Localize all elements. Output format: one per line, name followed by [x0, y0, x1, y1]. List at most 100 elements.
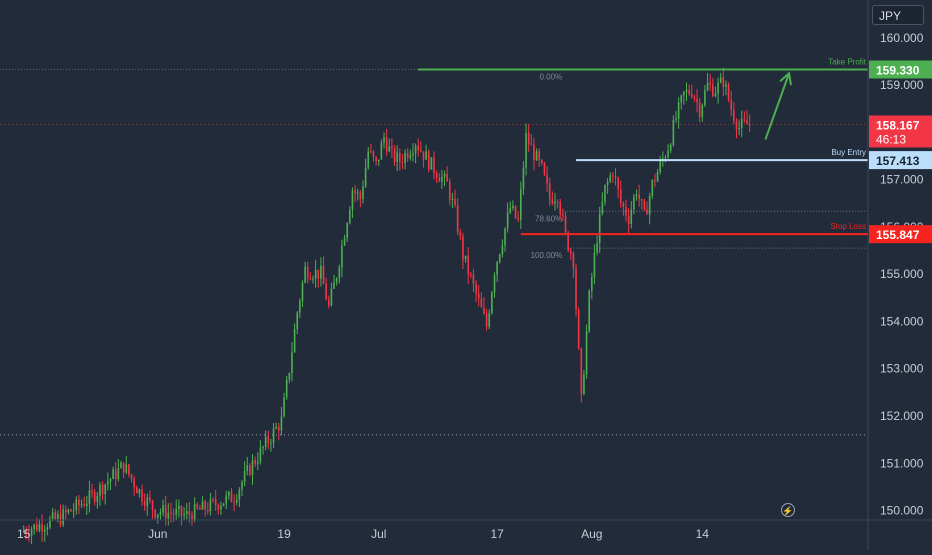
candle-body — [543, 163, 546, 175]
candle-body — [128, 464, 130, 475]
candle-body — [446, 173, 448, 182]
candle-body — [688, 89, 690, 94]
candle-body — [335, 278, 338, 283]
candle-body — [159, 512, 162, 515]
candle-body — [559, 202, 562, 215]
candle-body — [185, 511, 188, 514]
candle-body — [727, 84, 730, 100]
candle-body — [233, 501, 235, 503]
arrow-head — [779, 71, 792, 86]
candle-body — [164, 505, 167, 519]
candle-body — [451, 198, 454, 200]
candle-body — [28, 534, 30, 536]
candle-body — [54, 512, 57, 519]
candle-body — [36, 524, 38, 531]
candle-body — [619, 189, 622, 204]
candle-body — [459, 232, 462, 237]
y-tick-label: 153.000 — [880, 362, 924, 376]
candle-body — [359, 192, 362, 200]
candle-body — [677, 102, 680, 119]
candle-body — [67, 509, 70, 513]
candle-body — [591, 277, 593, 291]
price-badge — [869, 60, 932, 79]
candle-body — [422, 151, 425, 160]
candle-body — [583, 374, 585, 395]
currency-badge[interactable]: JPY — [872, 5, 924, 25]
candle-body — [57, 514, 59, 519]
x-tick-label: 15 — [17, 527, 31, 541]
candle-body — [614, 176, 617, 178]
candle-body — [643, 200, 646, 210]
candle-body — [535, 151, 538, 161]
candle-body — [441, 177, 443, 182]
candle-body — [420, 150, 422, 152]
candle-body — [693, 96, 696, 99]
current-price-badge — [869, 115, 932, 148]
candle-body — [112, 469, 114, 479]
candle-body — [341, 245, 343, 268]
candle-body — [635, 194, 638, 197]
candle-body — [288, 372, 291, 380]
candle-body — [217, 505, 220, 510]
candle-body — [456, 204, 459, 233]
candle-body — [464, 255, 467, 260]
price-badge — [869, 151, 932, 170]
candle-body — [204, 501, 206, 510]
current-price-value: 158.167 — [876, 118, 920, 132]
x-tick-label: 14 — [696, 527, 710, 541]
candle-body — [46, 527, 49, 530]
candle-body — [427, 151, 430, 170]
candle-body — [388, 146, 391, 152]
candle-body — [514, 205, 517, 218]
candle-body — [627, 216, 630, 225]
candle-body — [533, 144, 535, 161]
candle-body — [722, 77, 725, 87]
candle-body — [622, 203, 625, 207]
candle-body — [275, 426, 277, 429]
candle-body — [491, 292, 493, 314]
candle-body — [462, 236, 464, 260]
candle-body — [409, 154, 412, 159]
candle-body — [206, 509, 209, 512]
fib-level-label: 78.60% — [535, 214, 562, 223]
candle-body — [717, 82, 719, 94]
candle-body — [251, 460, 254, 475]
y-tick-label: 151.000 — [880, 456, 924, 470]
candle-body — [525, 132, 527, 168]
candle-body — [580, 348, 583, 395]
candle-body — [675, 118, 677, 121]
price-badge-value: 159.330 — [876, 63, 920, 77]
candle-body — [256, 461, 259, 464]
candle-body — [180, 505, 183, 516]
candle-body — [401, 162, 404, 164]
candle-body — [522, 167, 525, 190]
lightning-icon[interactable]: ⚡ — [781, 503, 795, 517]
candle-body — [604, 184, 606, 202]
candle-body — [114, 469, 117, 480]
candle-body — [546, 174, 548, 184]
candle-body — [196, 504, 199, 509]
candle-body — [398, 152, 401, 163]
y-tick-label: 154.000 — [880, 314, 924, 328]
candle-body — [246, 465, 249, 472]
candle-body — [349, 209, 351, 224]
candle-body — [22, 531, 25, 533]
candle-body — [228, 491, 230, 496]
candle-body — [362, 186, 364, 200]
candle-body — [125, 464, 128, 473]
candle-body — [162, 505, 164, 513]
candle-body — [138, 489, 141, 494]
candle-body — [667, 150, 669, 158]
candle-body — [548, 183, 551, 200]
candle-body — [564, 215, 567, 233]
x-tick-label: Jun — [148, 527, 167, 541]
price-axis[interactable]: 160.000159.000157.000156.000155.000154.0… — [867, 0, 924, 550]
x-tick-label: 17 — [490, 527, 504, 541]
candle-body — [72, 510, 75, 512]
candle-body — [214, 499, 217, 506]
candle-body — [367, 151, 370, 168]
candle-body — [49, 518, 51, 528]
time-axis[interactable]: 15 Jun 19 Jul 17 Aug 14 — [0, 519, 932, 541]
candle-body — [651, 180, 654, 196]
candle-body — [406, 152, 409, 159]
